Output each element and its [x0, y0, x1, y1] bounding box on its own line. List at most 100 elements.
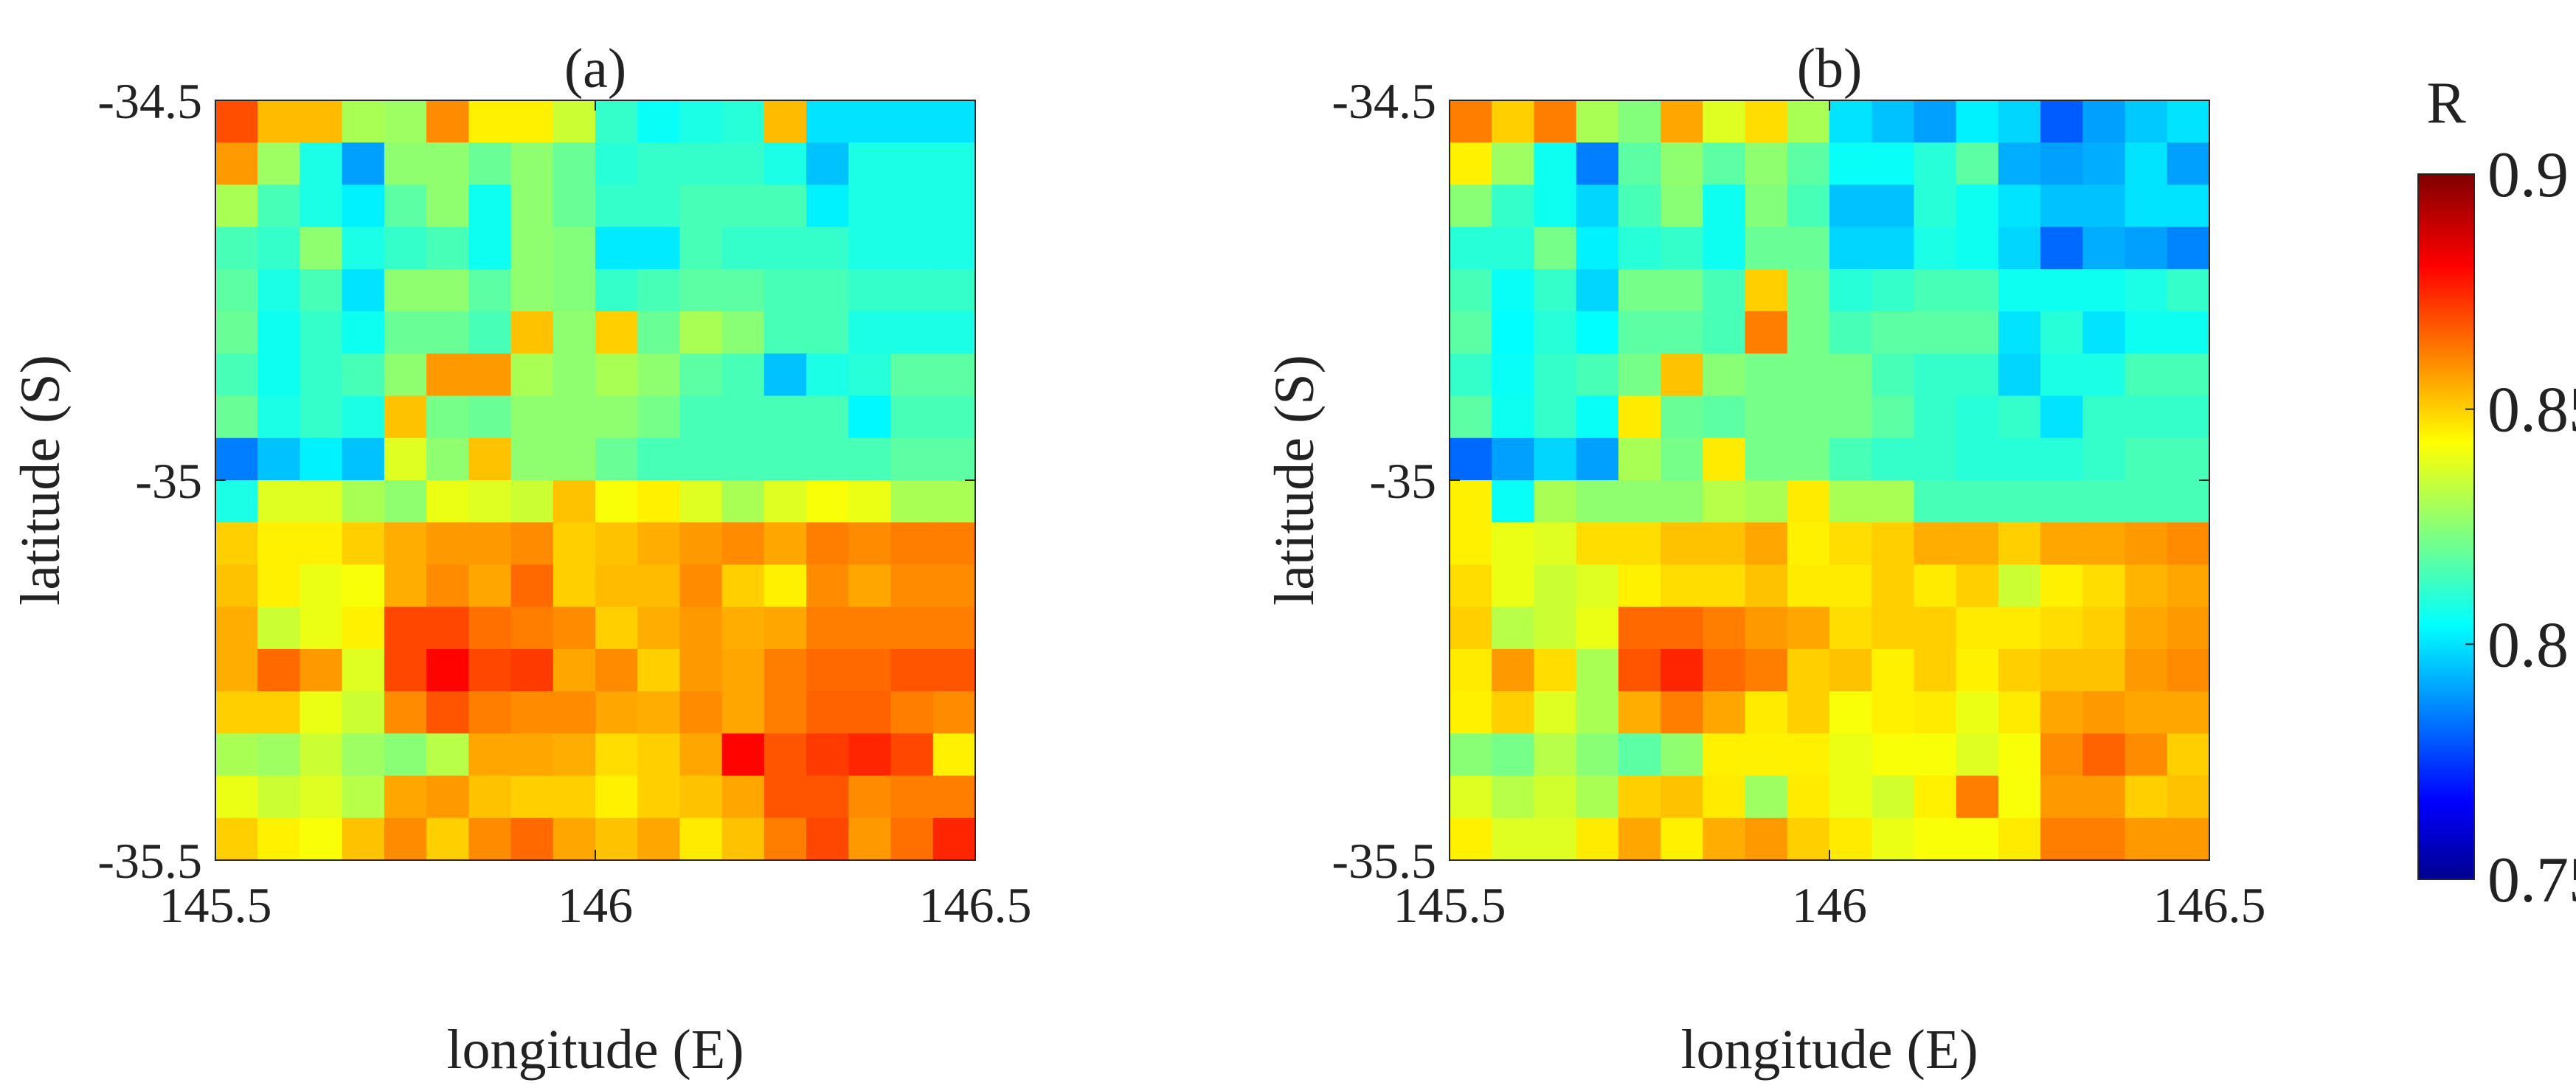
heatmap-cell [890, 269, 934, 312]
heatmap-cell [932, 733, 976, 777]
heatmap-cell [1703, 269, 1746, 312]
heatmap-cell [1956, 648, 1999, 692]
heatmap-cell [1576, 226, 1619, 270]
heatmap-cell [1914, 142, 1957, 186]
heatmap-cell [553, 353, 596, 397]
heatmap-cell [1703, 648, 1746, 692]
heatmap-cell [2125, 606, 2168, 650]
heatmap-cell [848, 480, 892, 523]
heatmap-cell [2167, 691, 2210, 734]
heatmap-cell [1998, 395, 2041, 439]
heatmap-cell [721, 817, 765, 861]
heatmap-cell [1787, 606, 1830, 650]
heatmap-cell [1450, 353, 1492, 397]
heatmap-cell [890, 142, 934, 186]
heatmap-cell [1618, 606, 1661, 650]
heatmap-cell [215, 691, 258, 734]
heatmap-cell [1618, 522, 1661, 566]
heatmap-cell [1618, 648, 1661, 692]
heatmap-cell [553, 606, 596, 650]
heatmap-cell [1492, 353, 1535, 397]
heatmap-cell [806, 353, 849, 397]
heatmap-cell [426, 564, 469, 608]
heatmap-cell [300, 733, 343, 777]
heatmap-cell [1787, 395, 1830, 439]
heatmap-cell [932, 311, 976, 354]
heatmap-cell [932, 184, 976, 228]
heatmap-cell [1703, 100, 1746, 143]
heatmap-cell [1956, 269, 1999, 312]
heatmap-cell [1703, 311, 1746, 354]
heatmap-cell [1492, 100, 1535, 143]
heatmap-cell [426, 437, 469, 481]
heatmap-cell [2125, 100, 2168, 143]
heatmap-cell [848, 395, 892, 439]
heatmap-cell [1618, 691, 1661, 734]
heatmap-cell [2167, 606, 2210, 650]
heatmap-cell [679, 775, 723, 819]
heatmap-cell [384, 733, 427, 777]
heatmap-cell [1914, 606, 1957, 650]
heatmap-cell [1450, 311, 1492, 354]
heatmap-cell [848, 437, 892, 481]
heatmap-cell [890, 100, 934, 143]
heatmap-cell [1745, 311, 1788, 354]
heatmap-cell [806, 564, 849, 608]
heatmap-cell [1745, 522, 1788, 566]
x-axis-label: longitude (E) [446, 1019, 744, 1081]
heatmap-cell [384, 353, 427, 397]
heatmap-cell [1534, 184, 1577, 228]
heatmap-cell [1745, 733, 1788, 777]
heatmap-cell [721, 311, 765, 354]
heatmap-cell [1576, 564, 1619, 608]
heatmap-cell [764, 142, 807, 186]
heatmap-cell [1914, 775, 1957, 819]
colorbar-tick-label: 0.85 [2487, 375, 2576, 446]
heatmap-cell [1450, 564, 1492, 608]
heatmap-cell [637, 311, 681, 354]
heatmap-cell [1534, 395, 1577, 439]
heatmap-cell [1787, 142, 1830, 186]
heatmap-cell [806, 733, 849, 777]
heatmap-cell [510, 353, 554, 397]
heatmap-cell [764, 648, 807, 692]
heatmap-cell [1492, 775, 1535, 819]
heatmap-cell [1956, 522, 1999, 566]
heatmap-cell [890, 564, 934, 608]
heatmap-cell [384, 817, 427, 861]
heatmap-cell [426, 522, 469, 566]
heatmap-cell [300, 564, 343, 608]
heatmap-cell [553, 226, 596, 270]
heatmap-cell [1661, 184, 1703, 228]
heatmap-cell [1618, 817, 1661, 861]
heatmap-cell [300, 353, 343, 397]
heatmap-cell [342, 564, 385, 608]
heatmap-cell [2082, 733, 2126, 777]
heatmap-cell [1914, 100, 1957, 143]
heatmap-cell [257, 522, 301, 566]
heatmap-cell [2040, 437, 2083, 481]
heatmap-cell [1534, 311, 1577, 354]
heatmap-cell [848, 606, 892, 650]
heatmap-cell [1618, 142, 1661, 186]
heatmap-cell [553, 522, 596, 566]
y-tick-label: -35 [135, 453, 202, 509]
heatmap-panel-b: (b) 145.5 146 146.5 -34.5 -35 -35.5 longitude (… [1264, 38, 2266, 1081]
heatmap-cell [2167, 437, 2210, 481]
heatmap-cell [1956, 184, 1999, 228]
heatmap-cell [215, 437, 258, 481]
heatmap-cell [1998, 606, 2041, 650]
heatmap-cell [764, 775, 807, 819]
heatmap-cell [2167, 564, 2210, 608]
heatmap-cell [848, 184, 892, 228]
heatmap-cell [510, 142, 554, 186]
heatmap-cell [510, 395, 554, 439]
heatmap-cell [1661, 311, 1703, 354]
heatmap-cell [510, 522, 554, 566]
heatmap-cell [426, 100, 469, 143]
heatmap-cell [1450, 100, 1492, 143]
heatmap-cell [679, 733, 723, 777]
heatmap-cell [637, 648, 681, 692]
heatmap-cell [257, 437, 301, 481]
heatmap-cell [1998, 691, 2041, 734]
